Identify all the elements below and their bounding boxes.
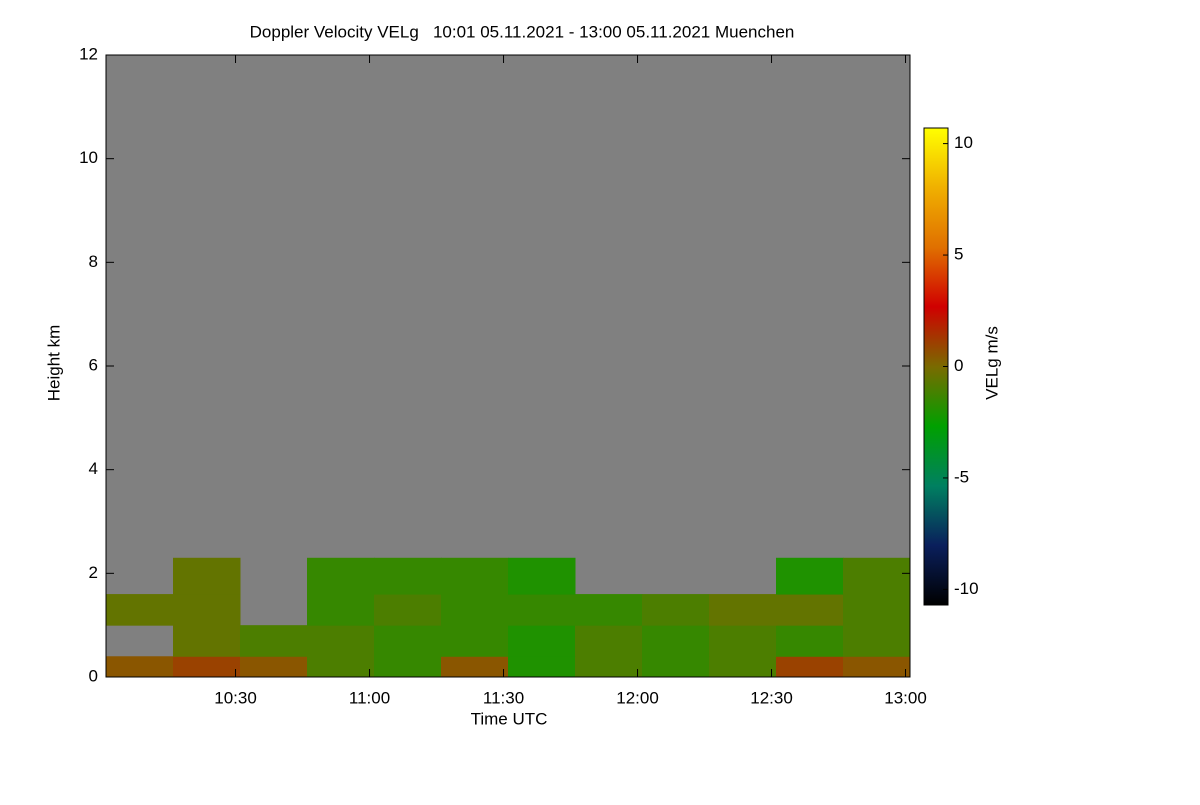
heatmap-cell [173, 625, 241, 657]
heatmap-cell [843, 557, 911, 595]
heatmap-cell [173, 656, 241, 678]
heatmap-cell [307, 594, 375, 626]
heatmap-cell [307, 557, 375, 595]
y-tick-label: 6 [89, 355, 98, 374]
y-tick-label: 12 [79, 44, 98, 63]
heatmap-cell [843, 594, 911, 626]
heatmap-cell [776, 625, 844, 657]
x-tick-label: 12:00 [616, 688, 659, 707]
heatmap-cell [642, 594, 710, 626]
y-axis-label: Height km [44, 325, 63, 402]
heatmap-cell [709, 625, 777, 657]
heatmap-cell [441, 625, 509, 657]
colorbar-label: VELg m/s [982, 326, 1001, 400]
heatmap-cell [709, 594, 777, 626]
heatmap-cell [307, 656, 375, 678]
x-tick-label: 12:30 [750, 688, 793, 707]
x-tick-label: 11:30 [483, 688, 524, 707]
heatmap-cell [575, 594, 643, 626]
heatmap-cell [776, 594, 844, 626]
heatmap-cell [240, 656, 308, 678]
heatmap-cell [240, 625, 308, 657]
heatmap-cell [441, 557, 509, 595]
x-tick-label: 10:30 [214, 688, 257, 707]
heatmap-cell [307, 625, 375, 657]
colorbar-tick-label: 5 [954, 245, 963, 264]
heatmap-cell [173, 557, 241, 595]
heatmap-cell [374, 594, 442, 626]
heatmap-cell [374, 625, 442, 657]
colorbar-tick-label: 0 [954, 356, 963, 375]
heatmap-cell [374, 557, 442, 595]
heatmap-cell [508, 625, 576, 657]
heatmap-cell [173, 594, 241, 626]
y-tick-label: 10 [79, 148, 98, 167]
chart-title: Doppler Velocity VELg 10:01 05.11.2021 -… [250, 22, 795, 41]
y-tick-label: 4 [89, 459, 98, 478]
heatmap-cell [776, 656, 844, 678]
heatmap-cell [106, 594, 174, 626]
heatmap-cell [441, 594, 509, 626]
y-tick-label: 0 [89, 666, 98, 685]
heatmap-cell [575, 656, 643, 678]
heatmap-cell [575, 625, 643, 657]
y-tick-label: 2 [89, 563, 98, 582]
x-tick-label: 11:00 [349, 688, 390, 707]
heatmap-cell [508, 557, 576, 595]
colorbar-tick-label: -5 [954, 467, 969, 486]
heatmap-cell [642, 656, 710, 678]
colorbar-tick-label: 10 [954, 133, 973, 152]
x-tick-label: 13:00 [884, 688, 927, 707]
heatmap-cell [508, 656, 576, 678]
heatmap-cell [642, 625, 710, 657]
heatmap-cell [441, 656, 509, 678]
heatmap-cell [843, 656, 911, 678]
heatmap-cell [843, 625, 911, 657]
x-axis-label: Time UTC [471, 709, 548, 728]
colorbar-tick-label: -10 [954, 579, 979, 598]
heatmap-cell [374, 656, 442, 678]
heatmap-cell [776, 557, 844, 595]
heatmap-cell [106, 656, 174, 678]
heatmap-cell [709, 656, 777, 678]
heatmap-cell [508, 594, 576, 626]
y-tick-label: 8 [89, 252, 98, 271]
